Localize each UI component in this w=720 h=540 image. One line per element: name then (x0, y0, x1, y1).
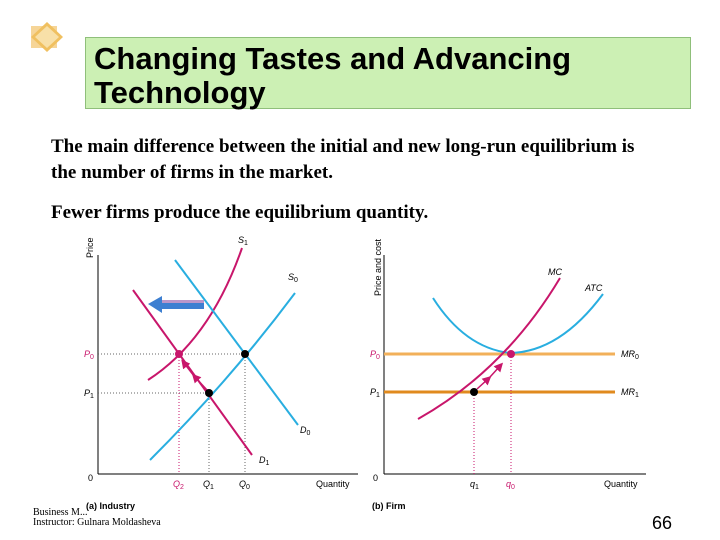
firm-p1-label: P1 (370, 387, 380, 399)
firm-atc-label: ATC (584, 283, 603, 293)
logo-diamond-icon (31, 22, 63, 52)
footer-instructor: Instructor: Gulnara Moldasheva (33, 517, 161, 528)
paragraph-main-difference: The main difference between the initial … (51, 136, 635, 183)
industry-d0-label: D0 (300, 425, 311, 437)
industry-s1-label: S1 (238, 235, 248, 247)
paragraph-fewer-firms: Fewer firms produce the equilibrium quan… (51, 202, 429, 223)
industry-s1-curve (147, 247, 243, 381)
firm-q0-label: q0 (506, 479, 515, 491)
industry-shift-left-arrow (148, 296, 204, 313)
industry-panel: Price Quantity 0 S1 S0 D0 D1 P0 P1 Q (84, 235, 358, 511)
firm-move-arrow-2 (489, 362, 504, 378)
slide-title: Changing Tastes and Advancing Technology (94, 41, 572, 110)
industry-y-axis-label: Price (85, 237, 95, 258)
industry-move-arrow-1 (191, 373, 208, 391)
industry-origin: 0 (88, 473, 93, 483)
firm-atc-curve (432, 293, 604, 355)
firm-q1-label: q1 (470, 479, 479, 491)
industry-shift-arrow-highlight (162, 300, 204, 303)
industry-p0-label: P0 (84, 349, 94, 361)
industry-d0-curve (174, 259, 299, 426)
industry-q2-label: Q2 (173, 479, 184, 491)
industry-new-equilibrium-point (175, 350, 183, 358)
firm-equilibrium-point (507, 350, 515, 358)
industry-x-axis-label: Quantity (316, 479, 350, 489)
industry-p1-label: P1 (84, 388, 94, 400)
industry-initial-equilibrium-point (241, 350, 249, 358)
industry-q0-label: Q0 (239, 479, 250, 491)
firm-x-axis-label: Quantity (604, 479, 638, 489)
firm-mc-curve (417, 277, 561, 420)
firm-short-run-point (470, 388, 478, 396)
firm-panel-label: (b) Firm (372, 501, 406, 511)
industry-s0-curve (149, 292, 296, 461)
industry-d1-label: D1 (259, 455, 270, 467)
firm-mc-label: MC (548, 267, 562, 277)
industry-s0-label: S0 (288, 272, 298, 284)
industry-move-arrow-2 (181, 359, 195, 377)
industry-q1-label: Q1 (203, 479, 214, 491)
firm-origin: 0 (373, 473, 378, 483)
firm-p0-label: P0 (370, 349, 380, 361)
firm-y-axis-label: Price and cost (373, 238, 383, 296)
industry-short-run-point (205, 389, 213, 397)
industry-panel-label: (a) Industry (86, 501, 135, 511)
footer-course: Business M... (33, 507, 88, 518)
title-banner: Changing Tastes and Advancing Technology (85, 37, 691, 110)
industry-d1-curve (132, 289, 253, 456)
firm-panel: Price and cost Quantity 0 MC ATC MR0 MR1… (370, 238, 646, 511)
firm-mr1-label: MR1 (621, 387, 639, 399)
page-number: 66 (651, 513, 672, 533)
firm-mr0-label: MR0 (621, 349, 639, 361)
firm-move-arrow-1 (476, 375, 492, 390)
